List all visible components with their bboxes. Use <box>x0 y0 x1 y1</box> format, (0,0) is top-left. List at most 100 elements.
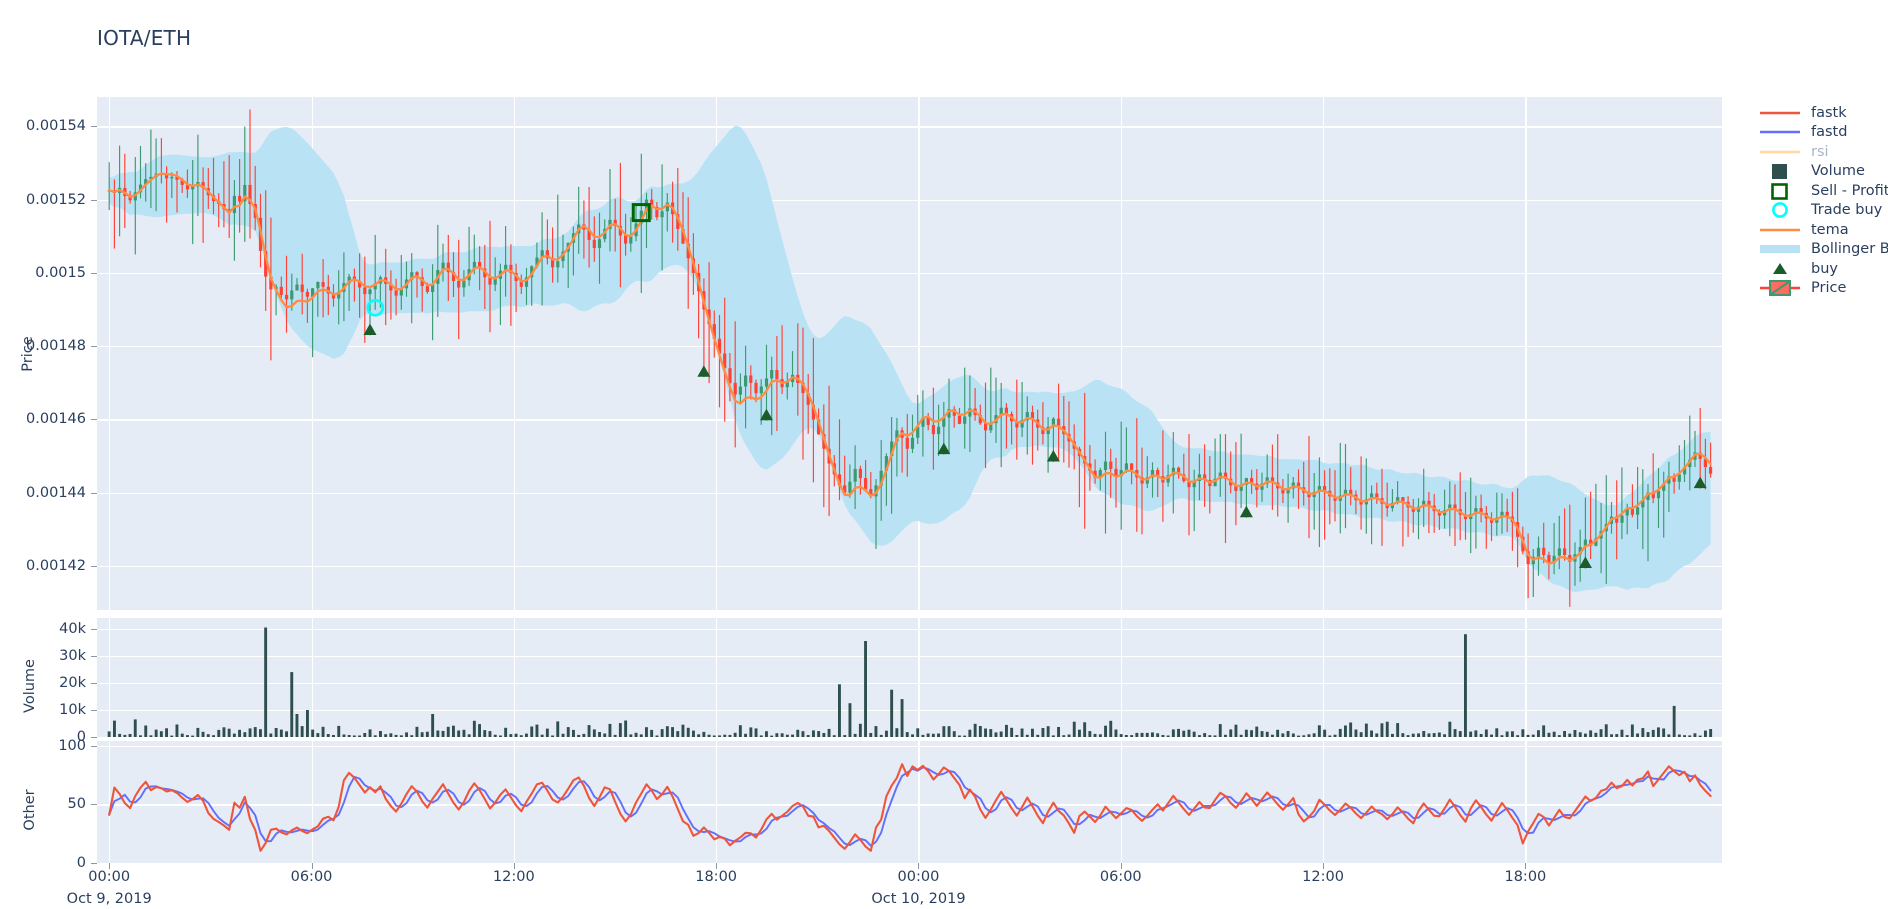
legend-item-label: Trade buy <box>1811 202 1883 218</box>
y-axis-tick-label: 50 <box>67 796 86 813</box>
gridline-horizontal <box>97 628 1722 631</box>
gridline-vertical <box>109 741 111 863</box>
y-axis-tickmark <box>91 804 97 806</box>
bollinger-band-area <box>109 125 1711 593</box>
gridline-horizontal <box>97 655 1722 658</box>
gridline-vertical <box>716 741 718 863</box>
gridline-vertical <box>1525 97 1527 610</box>
legend-item-bollinger-band[interactable]: Bollinger Band <box>1758 240 1888 260</box>
x-axis-tickmark <box>109 863 111 869</box>
x-axis-tick-label: 06:00 <box>1099 869 1142 885</box>
y-axis-tick-label: 0.00152 <box>26 191 86 208</box>
trade-buy-marker[interactable] <box>366 298 385 317</box>
gridline-vertical <box>716 618 718 737</box>
y-axis-tick-label: 20k <box>59 674 86 691</box>
fastk-line <box>108 763 1712 852</box>
x-axis-tickmark <box>716 863 718 869</box>
tema-line <box>108 172 1712 565</box>
page-title: IOTA/ETH <box>97 26 192 50</box>
legend-item-volume[interactable]: Volume <box>1758 162 1888 182</box>
gridline-vertical <box>109 97 111 610</box>
gridline-horizontal <box>97 272 1722 275</box>
y-axis-tickmark <box>91 737 97 738</box>
legend-item-label: fastd <box>1811 124 1848 140</box>
legend-item-trade-buy[interactable]: Trade buy <box>1758 201 1888 221</box>
y-axis-tick-label: 0.00144 <box>26 484 86 501</box>
buy-marker[interactable] <box>1578 556 1592 569</box>
y-axis-tickmark <box>91 709 97 711</box>
y-axis-tick-label: 40k <box>59 620 86 637</box>
y-axis-tick-label: 0.00146 <box>26 411 86 428</box>
legend-item-label: Volume <box>1811 163 1865 179</box>
gridline-vertical <box>513 97 516 610</box>
x-axis-tickmark <box>311 863 313 869</box>
line-swatch-icon <box>1758 104 1802 122</box>
gridline-vertical <box>918 97 920 610</box>
buy-marker[interactable] <box>1046 450 1060 462</box>
y-axis-tick-label: 100 <box>58 737 86 754</box>
sell-profit-marker[interactable] <box>631 203 651 223</box>
y-axis-tickmark <box>91 655 97 657</box>
x-axis-tick-label: 18:00 <box>695 869 738 885</box>
buy-marker[interactable] <box>937 442 951 455</box>
gridline-vertical <box>918 741 920 863</box>
chart-legend[interactable]: fastk fastd rsi Volume Sell - Profit Trade bu… <box>1758 103 1888 298</box>
y-axis-tick-label: 0.00142 <box>26 558 86 575</box>
filled-square-icon <box>1758 162 1802 180</box>
gridline-horizontal <box>97 346 1722 348</box>
gridline-vertical <box>1323 618 1325 737</box>
y-axis-tickmark <box>91 126 97 128</box>
y-axis-tickmark <box>91 745 97 747</box>
volume-panel[interactable] <box>97 618 1722 737</box>
gridline-horizontal <box>97 804 1722 806</box>
legend-item-fastk[interactable]: fastk <box>1758 103 1888 123</box>
y-axis-tickmark <box>91 628 97 630</box>
legend-item-label: Bollinger Band <box>1811 241 1888 257</box>
buy-marker[interactable] <box>1693 476 1707 489</box>
legend-item-label: tema <box>1811 221 1849 238</box>
line-swatch-icon <box>1758 143 1802 161</box>
y-axis-tick-label: 0.00148 <box>26 338 86 355</box>
y-axis-tick-label: 30k <box>59 647 86 664</box>
gridline-vertical <box>1120 618 1123 737</box>
y-axis-tickmark <box>91 566 97 568</box>
gridline-vertical <box>1120 741 1123 863</box>
other-panel[interactable] <box>97 741 1722 863</box>
legend-item-label: rsi <box>1811 143 1829 160</box>
gridline-vertical <box>1525 741 1527 863</box>
x-axis-tick-label: 06:00 <box>290 869 333 885</box>
line-swatch-icon <box>1758 123 1802 141</box>
triangle-up-icon <box>1758 260 1802 278</box>
legend-item-buy[interactable]: buy <box>1758 259 1888 279</box>
legend-item-sell-profit[interactable]: Sell - Profit <box>1758 181 1888 201</box>
x-axis-tick-label: 12:00 <box>1302 869 1344 885</box>
legend-item-price[interactable]: Price <box>1758 279 1888 299</box>
legend-item-rsi[interactable]: rsi <box>1758 142 1888 162</box>
volume-chart-svg <box>107 627 1713 737</box>
y-axis-tick-label: 0 <box>76 855 86 871</box>
legend-item-label: buy <box>1811 260 1838 277</box>
gridline-vertical <box>716 97 718 610</box>
price-panel[interactable] <box>97 97 1722 610</box>
gridline-vertical <box>918 618 920 737</box>
gridline-vertical <box>513 618 516 737</box>
legend-item-fastd[interactable]: fastd <box>1758 123 1888 143</box>
buy-marker[interactable] <box>759 408 773 421</box>
gridline-vertical <box>1525 618 1527 737</box>
y-axis-tickmark <box>91 492 97 494</box>
legend-item-tema[interactable]: tema <box>1758 220 1888 240</box>
x-axis-tick-label: 00:00 <box>897 869 940 885</box>
y-axis-tick-label: 10k <box>59 701 86 718</box>
y-axis-title-other: Other <box>22 789 38 831</box>
gridline-vertical <box>1323 741 1325 863</box>
gridline-vertical <box>109 618 111 737</box>
gridline-vertical <box>1323 97 1325 610</box>
x-axis-tickmark <box>1323 863 1325 869</box>
x-axis-tickmark <box>1120 863 1122 869</box>
buy-marker[interactable] <box>363 323 377 335</box>
buy-marker[interactable] <box>1239 505 1253 518</box>
y-axis-tickmark <box>91 863 97 864</box>
x-axis-tick-label: 12:00 <box>492 869 535 885</box>
gridline-horizontal <box>97 126 1722 128</box>
buy-marker[interactable] <box>697 365 711 377</box>
